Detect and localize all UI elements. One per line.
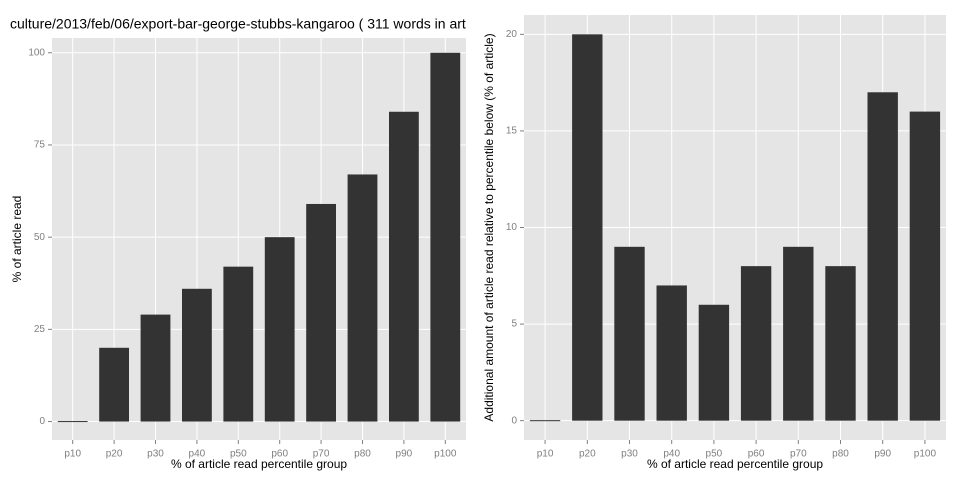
x-tick-label: p80: [354, 449, 371, 460]
bar: [140, 314, 171, 422]
x-tick-label: p100: [434, 449, 457, 460]
bar: [867, 92, 898, 421]
x-tick-label: p70: [313, 449, 330, 460]
bar: [264, 237, 295, 422]
bar: [740, 266, 772, 421]
y-tick-label: 75: [34, 140, 46, 151]
bar: [223, 266, 254, 422]
y-tick-label: 10: [506, 222, 518, 233]
x-tick-label: p40: [189, 449, 206, 460]
x-tick-label: p10: [64, 449, 81, 460]
y-tick-label: 0: [39, 416, 45, 427]
bar: [572, 34, 603, 421]
x-tick-label: p70: [790, 449, 807, 460]
x-tick-label: p20: [579, 449, 596, 460]
x-axis-title: % of article read percentile group: [647, 457, 823, 471]
y-tick-label: 20: [506, 29, 518, 40]
bar: [99, 347, 130, 422]
x-tick-label: p40: [663, 449, 680, 460]
x-tick-label: p90: [874, 449, 891, 460]
chart: 0 5 10 15 20 p10 p20 p30 p40 p50 p60 p70 p80 p90 p100%…: [482, 15, 946, 471]
x-tick-label: p60: [271, 449, 288, 460]
bar: [698, 304, 730, 421]
y-axis-title: % of article read: [10, 196, 24, 283]
x-tick-label: p60: [748, 449, 765, 460]
y-tick-label: 100: [28, 47, 45, 58]
x-tick-label: p50: [230, 449, 247, 460]
bar: [783, 246, 814, 421]
x-tick-label: p80: [832, 449, 849, 460]
chart: culture/2013/feb/06/export-bar-george-st…: [10, 16, 466, 471]
bar: [909, 111, 941, 421]
bar: [825, 266, 856, 421]
y-tick-label: 15: [506, 126, 518, 137]
y-tick-label: 5: [511, 319, 517, 330]
y-tick-label: 50: [34, 232, 46, 243]
x-tick-label: p100: [914, 449, 937, 460]
bar: [181, 288, 212, 422]
bar: [430, 52, 461, 422]
x-tick-label: p10: [537, 449, 554, 460]
x-tick-label: p30: [621, 449, 638, 460]
bar: [347, 174, 378, 422]
y-axis-title: Additional amount of article read relati…: [482, 33, 496, 421]
bar: [57, 421, 88, 423]
bar: [614, 246, 645, 421]
chart-title: culture/2013/feb/06/export-bar-george-st…: [10, 16, 466, 32]
x-tick-label: p50: [706, 449, 723, 460]
x-tick-label: p30: [147, 449, 164, 460]
bar: [656, 285, 687, 421]
bar: [529, 420, 561, 422]
y-tick-label: 25: [34, 324, 46, 335]
bar: [306, 203, 337, 422]
x-tick-label: p90: [396, 449, 413, 460]
x-tick-label: p20: [106, 449, 123, 460]
bar: [388, 111, 419, 422]
x-axis-title: % of article read percentile group: [171, 457, 347, 471]
y-tick-label: 0: [511, 415, 517, 426]
